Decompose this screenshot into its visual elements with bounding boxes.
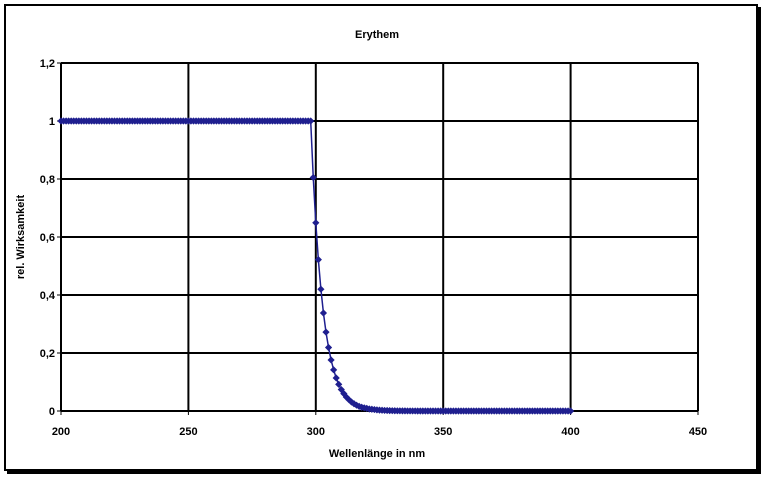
data-point xyxy=(309,173,317,182)
y-tick-label: 0 xyxy=(49,406,55,418)
series-layer xyxy=(57,117,575,415)
x-tick-label: 250 xyxy=(179,426,197,438)
data-point xyxy=(337,385,345,394)
data-point xyxy=(307,117,315,125)
data-point xyxy=(342,393,350,401)
x-axis-ticks: 200 250 300 350 400 450 xyxy=(52,411,707,438)
data-point xyxy=(317,285,325,293)
data-point xyxy=(567,407,575,415)
y-axis-ticks: 0 0,2 0,4 0,6 0,8 1 1,2 xyxy=(40,58,61,418)
data-point xyxy=(319,309,328,317)
data-point xyxy=(335,380,343,388)
data-point xyxy=(347,398,356,406)
y-tick-label: 1,2 xyxy=(40,58,55,70)
y-axis-label: rel. Wirksamkeit xyxy=(15,195,27,280)
y-tick-label: 0,4 xyxy=(40,290,56,302)
data-point xyxy=(312,219,320,227)
data-point xyxy=(322,328,330,336)
grid-layer xyxy=(60,62,699,412)
data-point xyxy=(324,343,333,352)
data-point xyxy=(314,256,322,264)
x-tick-label: 350 xyxy=(434,426,452,438)
x-tick-label: 200 xyxy=(52,426,70,438)
x-tick-label: 450 xyxy=(689,426,707,438)
data-point xyxy=(332,374,340,382)
y-tick-label: 0,2 xyxy=(40,348,55,360)
x-axis-label: Wellenlänge in nm xyxy=(329,448,426,460)
chart-title: Erythem xyxy=(355,29,399,41)
data-point xyxy=(327,356,335,364)
data-point xyxy=(330,366,338,374)
y-tick-label: 0,6 xyxy=(40,232,55,244)
x-tick-label: 300 xyxy=(307,426,325,438)
x-tick-label: 400 xyxy=(561,426,579,438)
y-tick-label: 1 xyxy=(49,116,55,128)
y-tick-label: 0,8 xyxy=(40,174,55,186)
